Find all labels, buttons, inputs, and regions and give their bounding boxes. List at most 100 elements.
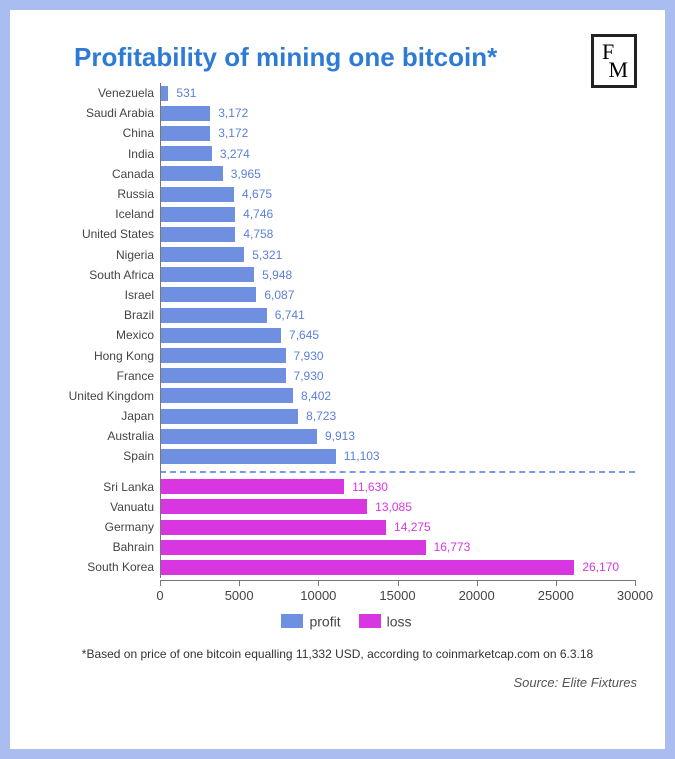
chart-area: Venezuela531 Saudi Arabia 3,172 China 3,172 I… [42,83,635,608]
bar-value-label: 11,630 [352,480,388,494]
profit-bar [160,86,168,101]
loss-bar [160,499,367,514]
bar-value-label: 8,402 [301,389,331,403]
bar-row: Spain11,103 [42,446,635,466]
bar-value-label: 3,172 [218,126,248,140]
bar-value-label: 13,085 [375,500,412,514]
legend: profit loss [32,612,643,629]
chart-frame: F M Profitability of mining one bitcoin*… [0,0,675,759]
bar-row: Bahrain 16,773 [42,537,635,557]
y-axis-label: United Kingdom [42,389,160,403]
y-axis-label: South Korea [42,560,160,574]
profit-bar [160,146,212,161]
bar-value-label: 4,758 [243,227,273,241]
bar-row: Venezuela531 [42,83,635,103]
profit-bar [160,207,235,222]
profit-bar [160,227,235,242]
x-tick-label: 25000 [538,588,574,603]
bar-row: Sri Lanka 11,630 [42,477,635,497]
bar-row: Hong Kong 7,930 [42,345,635,365]
loss-bar [160,540,426,555]
bar-value-label: 7,645 [289,328,319,342]
loss-bar [160,560,574,575]
plot: Venezuela531 Saudi Arabia 3,172 China 3,172 I… [42,83,635,578]
bar-row: Iceland 4,746 [42,204,635,224]
bar-row: Australia9,913 [42,426,635,446]
y-axis-label: China [42,126,160,140]
bar-value-label: 3,965 [231,167,261,181]
y-axis-label: Hong Kong [42,349,160,363]
profit-bar [160,166,223,181]
y-axis-label: Sri Lanka [42,480,160,494]
y-axis-label: Germany [42,520,160,534]
legend-swatch [359,614,381,628]
bar-value-label: 9,913 [325,429,355,443]
bar-row: Brazil 6,741 [42,305,635,325]
bar-row: Mexico 7,645 [42,325,635,345]
profit-bar [160,348,286,363]
profit-bar [160,187,234,202]
y-axis-label: Russia [42,187,160,201]
bar-row: Russia 4,675 [42,184,635,204]
profit-bar [160,429,317,444]
profit-bar [160,106,210,121]
bar-row: South Korea26,170 [42,557,635,577]
bar-row: China 3,172 [42,123,635,143]
bar-row: United Kingdom 8,402 [42,386,635,406]
y-axis-label: Brazil [42,308,160,322]
x-tick-label: 10000 [300,588,336,603]
bar-row: Canada 3,965 [42,164,635,184]
x-tick-label: 0 [156,588,163,603]
bar-value-label: 6,741 [275,308,305,322]
y-axis-label: Bahrain [42,540,160,554]
x-axis: 050001000015000200002500030000 [42,580,635,608]
fm-logo: F M [591,34,637,88]
bar-row: Japan 8,723 [42,406,635,426]
loss-bar [160,520,386,535]
bar-row: Nigeria5,321 [42,245,635,265]
profit-bar [160,308,267,323]
x-tick-label: 15000 [379,588,415,603]
bar-value-label: 4,675 [242,187,272,201]
profit-bar [160,388,293,403]
bar-value-label: 6,087 [264,288,294,302]
loss-bar [160,479,344,494]
bar-value-label: 3,172 [218,106,248,120]
bar-row: France7,930 [42,366,635,386]
y-axis-label: Japan [42,409,160,423]
y-axis-label: Iceland [42,207,160,221]
legend-label: loss [387,613,412,629]
source-attribution: Source: Elite Fixtures [32,675,643,690]
chart-title: Profitability of mining one bitcoin* [74,42,643,73]
bar-value-label: 5,321 [252,248,282,262]
bar-value-label: 8,723 [306,409,336,423]
profit-bar [160,126,210,141]
y-axis-label: Canada [42,167,160,181]
y-axis-label: Israel [42,288,160,302]
bar-value-label: 531 [176,86,196,100]
bar-row: Israel 6,087 [42,285,635,305]
profit-bar [160,368,286,383]
bar-value-label: 7,930 [294,349,324,363]
legend-label: profit [309,613,340,629]
profit-bar [160,247,244,262]
bar-value-label: 3,274 [220,147,250,161]
y-axis-label: Mexico [42,328,160,342]
bar-value-label: 16,773 [434,540,471,554]
y-axis-label: Vanuatu [42,500,160,514]
bar-row: South Africa5,948 [42,265,635,285]
bar-row: United States 4,758 [42,224,635,244]
bar-row: Vanuatu 13,085 [42,497,635,517]
bar-value-label: 4,746 [243,207,273,221]
bar-value-label: 14,275 [394,520,431,534]
profit-bar [160,449,336,464]
profit-loss-divider [42,467,635,477]
y-axis-label: France [42,369,160,383]
y-axis-label: Saudi Arabia [42,106,160,120]
y-axis-label: Spain [42,449,160,463]
profit-bar [160,287,256,302]
y-axis-label: United States [42,227,160,241]
y-axis-label: India [42,147,160,161]
bar-row: Germany 14,275 [42,517,635,537]
bar-row: India 3,274 [42,144,635,164]
